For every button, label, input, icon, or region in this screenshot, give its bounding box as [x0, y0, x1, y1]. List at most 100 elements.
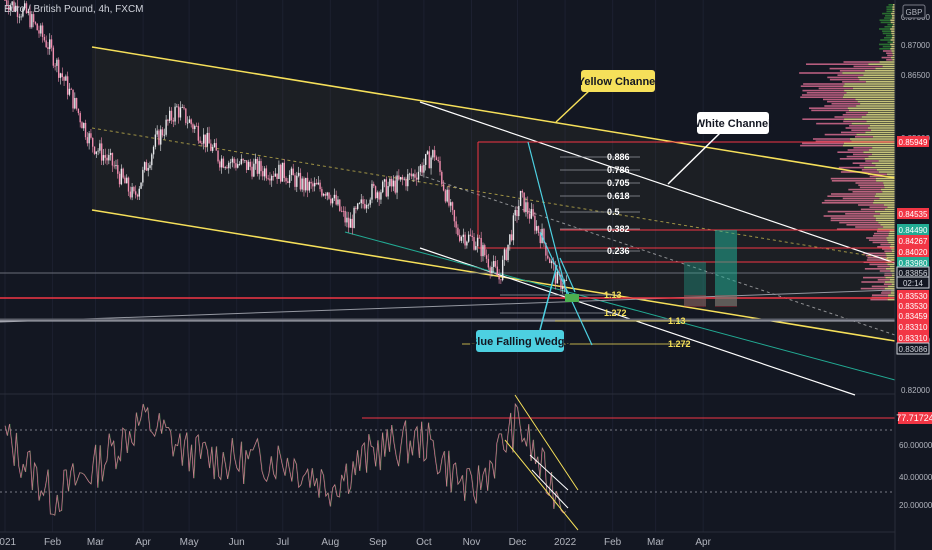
volume-profile-bar [886, 34, 893, 37]
candle-body [66, 76, 69, 95]
volume-profile-bar [860, 287, 885, 290]
volume-profile-bar-value-area [875, 193, 895, 195]
price-tag-label: 0.83980 [899, 259, 928, 268]
candle-body [305, 177, 307, 191]
candle-body [507, 244, 509, 261]
volume-profile-bar-value-area [890, 56, 895, 59]
candle-body [269, 178, 271, 181]
candle-body [163, 134, 166, 136]
candle-body [238, 163, 241, 165]
volume-profile-bar-value-area [873, 202, 895, 204]
candle-body [373, 183, 375, 187]
candle-body [97, 150, 99, 152]
candle-body [231, 158, 234, 163]
price-tag-label: 0.83459 [899, 312, 928, 321]
candle-body [362, 199, 364, 204]
candle-body [451, 202, 454, 211]
volume-profile-bar [811, 109, 849, 112]
candle-body [222, 158, 225, 168]
callout-blue-wedge: Blue Falling Wedge [469, 264, 571, 352]
candle-body [396, 175, 398, 193]
candle-body [75, 98, 78, 109]
volume-profile-bar [883, 283, 892, 285]
volume-profile-bar-value-area [890, 270, 895, 272]
candle-body [210, 143, 212, 151]
candle-body [491, 266, 493, 273]
fib-level-label: 0.786 [607, 165, 630, 175]
candle-body [220, 158, 223, 168]
candle-body [328, 192, 330, 199]
candle-body [444, 190, 447, 202]
volume-profile-bar-value-area [892, 6, 895, 8]
candle-body [190, 119, 192, 125]
candle-body [263, 168, 266, 177]
volume-profile-bar [886, 10, 893, 13]
currency-badge[interactable]: GBP [902, 4, 926, 19]
candle-body [367, 204, 370, 206]
volume-profile-bar [879, 270, 891, 272]
fib-level-label: 0.705 [607, 178, 630, 188]
volume-profile-bar-value-area [864, 166, 895, 169]
candle-body [514, 210, 516, 216]
candle-body [149, 165, 151, 168]
candle-body [446, 189, 448, 202]
chart-title: Euro / British Pound, 4h, FXCM [4, 4, 144, 15]
volume-profile-bar-value-area [878, 171, 895, 173]
volume-profile-bar-value-area [888, 232, 895, 235]
volume-profile-bar-value-area [882, 191, 895, 193]
candle-body [11, 1, 13, 6]
price-tag-bg [897, 136, 929, 147]
candle-body [183, 107, 185, 109]
volume-profile-bar [882, 12, 892, 15]
volume-profile-bar [871, 294, 889, 296]
volume-profile-bar [852, 191, 883, 193]
candle-body [428, 151, 430, 169]
volume-profile-bar-value-area [889, 265, 895, 268]
volume-profile-bar-value-area [887, 175, 895, 178]
volume-profile-bar-value-area [893, 4, 895, 6]
volume-profile-bar [847, 149, 869, 151]
candle-body [539, 232, 541, 244]
candle-body [399, 177, 402, 180]
candle-body [308, 182, 311, 191]
candle-body [315, 182, 318, 185]
volume-profile-bar-value-area [890, 28, 895, 30]
volume-profile-bar-value-area [866, 114, 895, 116]
volume-profile-bar [882, 248, 892, 250]
candle-body [480, 237, 482, 257]
price-tag-bg [897, 310, 929, 321]
volume-profile-bar-value-area [847, 107, 895, 109]
volume-profile-bar-value-area [892, 10, 895, 13]
candle-body [496, 266, 499, 276]
candle-body [127, 177, 130, 192]
candle-body [134, 191, 137, 195]
candle-body [59, 73, 62, 78]
volume-profile-bar [815, 140, 852, 142]
volume-profile-bar [882, 30, 892, 32]
candle-body [58, 59, 60, 78]
candle-body [412, 174, 414, 177]
volume-profile-bar [861, 281, 885, 283]
candle-body [519, 190, 522, 206]
volume-profile-bar-value-area [887, 239, 895, 241]
candle-body [117, 165, 119, 174]
volume-profile-bar-value-area [873, 215, 895, 217]
candle-body [476, 237, 479, 247]
volume-profile-bar [849, 125, 870, 127]
candle-body [147, 167, 149, 171]
candle-body [342, 210, 345, 212]
candle-body [156, 130, 158, 135]
candle-body [36, 23, 38, 31]
volume-profile-bar-value-area [880, 213, 895, 215]
candle-body [224, 167, 226, 168]
candle-body [424, 154, 427, 165]
candle-body [378, 192, 380, 200]
volume-profile-bar [882, 45, 892, 48]
volume-profile-bar [879, 28, 891, 30]
candle-body [457, 227, 459, 236]
candle-body [83, 122, 85, 129]
candle-body [547, 255, 549, 259]
volume-profile-bar [821, 202, 874, 204]
price-tag-bg [897, 257, 929, 268]
